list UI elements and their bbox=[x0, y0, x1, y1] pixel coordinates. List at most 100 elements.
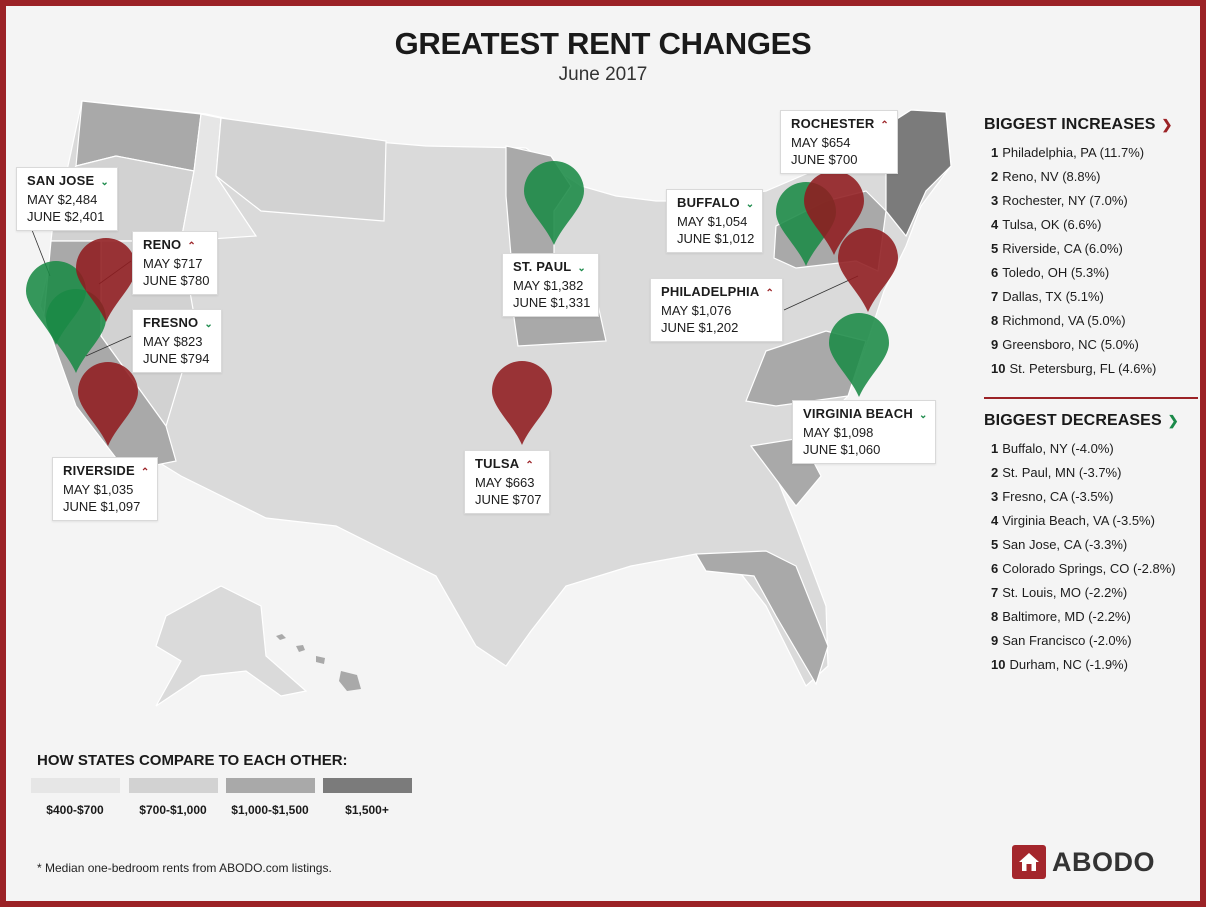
city-name: TULSA bbox=[475, 456, 520, 471]
callout-rochester: ROCHESTER ⌃ MAY $654 JUNE $700 bbox=[780, 110, 898, 174]
list-item: 8 Baltimore, MD (-2.2%) bbox=[984, 605, 1200, 629]
city-name: ST. PAUL bbox=[513, 259, 572, 274]
june-rent: JUNE $700 bbox=[791, 152, 858, 167]
june-rent: JUNE $1,060 bbox=[803, 442, 881, 457]
callout-fresno: FRESNO ⌄ MAY $823 JUNE $794 bbox=[132, 309, 222, 373]
chevron-up-icon: ⌃ bbox=[140, 467, 150, 478]
city-change: San Francisco (-2.0%) bbox=[1002, 633, 1132, 648]
pin-reno bbox=[76, 238, 136, 322]
footnote: * Median one-bedroom rents from ABODO.co… bbox=[37, 861, 332, 875]
may-rent: MAY $1,382 bbox=[513, 278, 584, 293]
city-name: RIVERSIDE bbox=[63, 463, 135, 478]
june-rent: JUNE $1,202 bbox=[661, 320, 739, 335]
chevron-down-icon: ⌄ bbox=[745, 199, 755, 210]
callout-st-paul: ST. PAUL ⌄ MAY $1,382 JUNE $1,331 bbox=[502, 253, 600, 317]
pin-tulsa bbox=[492, 361, 552, 445]
state-alaska bbox=[155, 585, 308, 707]
city-change: Reno, NV (8.8%) bbox=[1002, 169, 1101, 184]
june-rent: JUNE $707 bbox=[475, 492, 542, 507]
legend-swatch-2 bbox=[129, 778, 218, 793]
list-item: 9 San Francisco (-2.0%) bbox=[984, 629, 1200, 653]
city-change: Virginia Beach, VA (-3.5%) bbox=[1002, 513, 1155, 528]
city-change: Rochester, NY (7.0%) bbox=[1002, 193, 1128, 208]
city-change: Tulsa, OK (6.6%) bbox=[1002, 217, 1102, 232]
list-item: 5 San Jose, CA (-3.3%) bbox=[984, 533, 1200, 557]
city-change: Buffalo, NY (-4.0%) bbox=[1002, 441, 1114, 456]
leader-fresno bbox=[85, 335, 132, 357]
chevron-down-icon: ⌄ bbox=[204, 319, 213, 330]
list-item: 1 Buffalo, NY (-4.0%) bbox=[984, 437, 1200, 461]
abodo-logo: ABODO bbox=[1012, 842, 1155, 882]
city-name: FRESNO bbox=[143, 315, 199, 330]
may-rent: MAY $1,098 bbox=[803, 425, 874, 440]
list-item: 3 Rochester, NY (7.0%) bbox=[984, 189, 1200, 213]
rank-number: 6 bbox=[991, 561, 999, 576]
may-rent: MAY $663 bbox=[475, 475, 535, 490]
city-name: BUFFALO bbox=[677, 195, 740, 210]
city-change: Durham, NC (-1.9%) bbox=[1009, 657, 1128, 672]
rank-number: 6 bbox=[991, 265, 999, 280]
city-change: Baltimore, MD (-2.2%) bbox=[1002, 609, 1131, 624]
pin-st-paul bbox=[524, 161, 584, 245]
city-name: RENO bbox=[143, 237, 182, 252]
chevron-down-icon: ❯ bbox=[1167, 413, 1179, 428]
list-item: 2 Reno, NV (8.8%) bbox=[984, 165, 1200, 189]
list-item: 6 Colorado Springs, CO (-2.8%) bbox=[984, 557, 1200, 581]
legend-title: HOW STATES COMPARE TO EACH OTHER: bbox=[37, 752, 348, 769]
state-new-england bbox=[885, 109, 952, 238]
city-change: St. Paul, MN (-3.7%) bbox=[1002, 465, 1122, 480]
callout-reno: RENO ⌃ MAY $717 JUNE $780 bbox=[132, 231, 219, 295]
city-change: Riverside, CA (6.0%) bbox=[1002, 241, 1123, 256]
callout-riverside: RIVERSIDE ⌃ MAY $1,035 JUNE $1,097 bbox=[52, 457, 159, 521]
rank-number: 2 bbox=[991, 465, 999, 480]
city-name: ROCHESTER bbox=[791, 116, 875, 131]
chevron-down-icon: ⌄ bbox=[100, 177, 109, 188]
list-item: 1 Philadelphia, PA (11.7%) bbox=[984, 141, 1200, 165]
chevron-down-icon: ⌄ bbox=[918, 410, 928, 421]
may-rent: MAY $1,054 bbox=[677, 214, 748, 229]
chevron-up-icon: ❯ bbox=[1161, 117, 1173, 132]
city-change: St. Louis, MO (-2.2%) bbox=[1002, 585, 1128, 600]
legend-label-2: $700-$1,000 bbox=[139, 803, 207, 817]
legend-label-1: $400-$700 bbox=[46, 803, 104, 817]
legend-swatch-3 bbox=[226, 778, 315, 793]
rank-number: 1 bbox=[991, 441, 999, 456]
callout-virginia-beach: VIRGINIA BEACH ⌄ MAY $1,098 JUNE $1,060 bbox=[792, 400, 937, 464]
chevron-up-icon: ⌃ bbox=[765, 288, 774, 299]
callout-philadelphia: PHILADELPHIA ⌃ MAY $1,076 JUNE $1,202 bbox=[650, 278, 783, 342]
pin-virginia-beach bbox=[829, 313, 889, 397]
list-item: 4 Tulsa, OK (6.6%) bbox=[984, 213, 1200, 237]
list-item: 2 St. Paul, MN (-3.7%) bbox=[984, 461, 1200, 485]
logo-text: ABODO bbox=[1052, 846, 1155, 877]
rank-number: 10 bbox=[991, 657, 1006, 672]
june-rent: JUNE $1,012 bbox=[677, 231, 755, 246]
list-item: 7 Dallas, TX (5.1%) bbox=[984, 285, 1200, 309]
rank-number: 4 bbox=[991, 217, 999, 232]
rank-number: 3 bbox=[991, 193, 999, 208]
june-rent: JUNE $2,401 bbox=[27, 209, 105, 224]
may-rent: MAY $1,035 bbox=[63, 482, 134, 497]
rank-number: 8 bbox=[991, 313, 999, 328]
chevron-up-icon: ⌃ bbox=[525, 460, 534, 471]
pin-rochester bbox=[804, 171, 864, 255]
increases-list: 1 Philadelphia, PA (11.7%) 2 Reno, NV (8.8%… bbox=[984, 141, 1200, 381]
chevron-up-icon: ⌃ bbox=[187, 241, 196, 252]
decreases-panel: BIGGEST DECREASES ❯ 1 Buffalo, NY (-4.0%) 2… bbox=[984, 412, 1200, 677]
legend-swatch-1 bbox=[31, 778, 120, 793]
decreases-list: 1 Buffalo, NY (-4.0%) 2 St. Paul, MN (-3.7%… bbox=[984, 437, 1200, 677]
page-title: GREATEST RENT CHANGES bbox=[394, 26, 812, 61]
legend-swatch-4 bbox=[323, 778, 412, 793]
june-rent: JUNE $780 bbox=[143, 273, 210, 288]
pin-riverside bbox=[78, 362, 138, 446]
may-rent: MAY $2,484 bbox=[27, 192, 98, 207]
rank-number: 9 bbox=[991, 633, 999, 648]
june-rent: JUNE $1,331 bbox=[513, 295, 591, 310]
city-name: SAN JOSE bbox=[27, 173, 95, 188]
city-name: PHILADELPHIA bbox=[661, 284, 760, 299]
panel-divider bbox=[984, 397, 1198, 399]
may-rent: MAY $1,076 bbox=[661, 303, 732, 318]
city-change: Toledo, OH (5.3%) bbox=[1002, 265, 1110, 280]
legend-label-4: $1,500+ bbox=[345, 803, 389, 817]
rank-number: 10 bbox=[991, 361, 1006, 376]
